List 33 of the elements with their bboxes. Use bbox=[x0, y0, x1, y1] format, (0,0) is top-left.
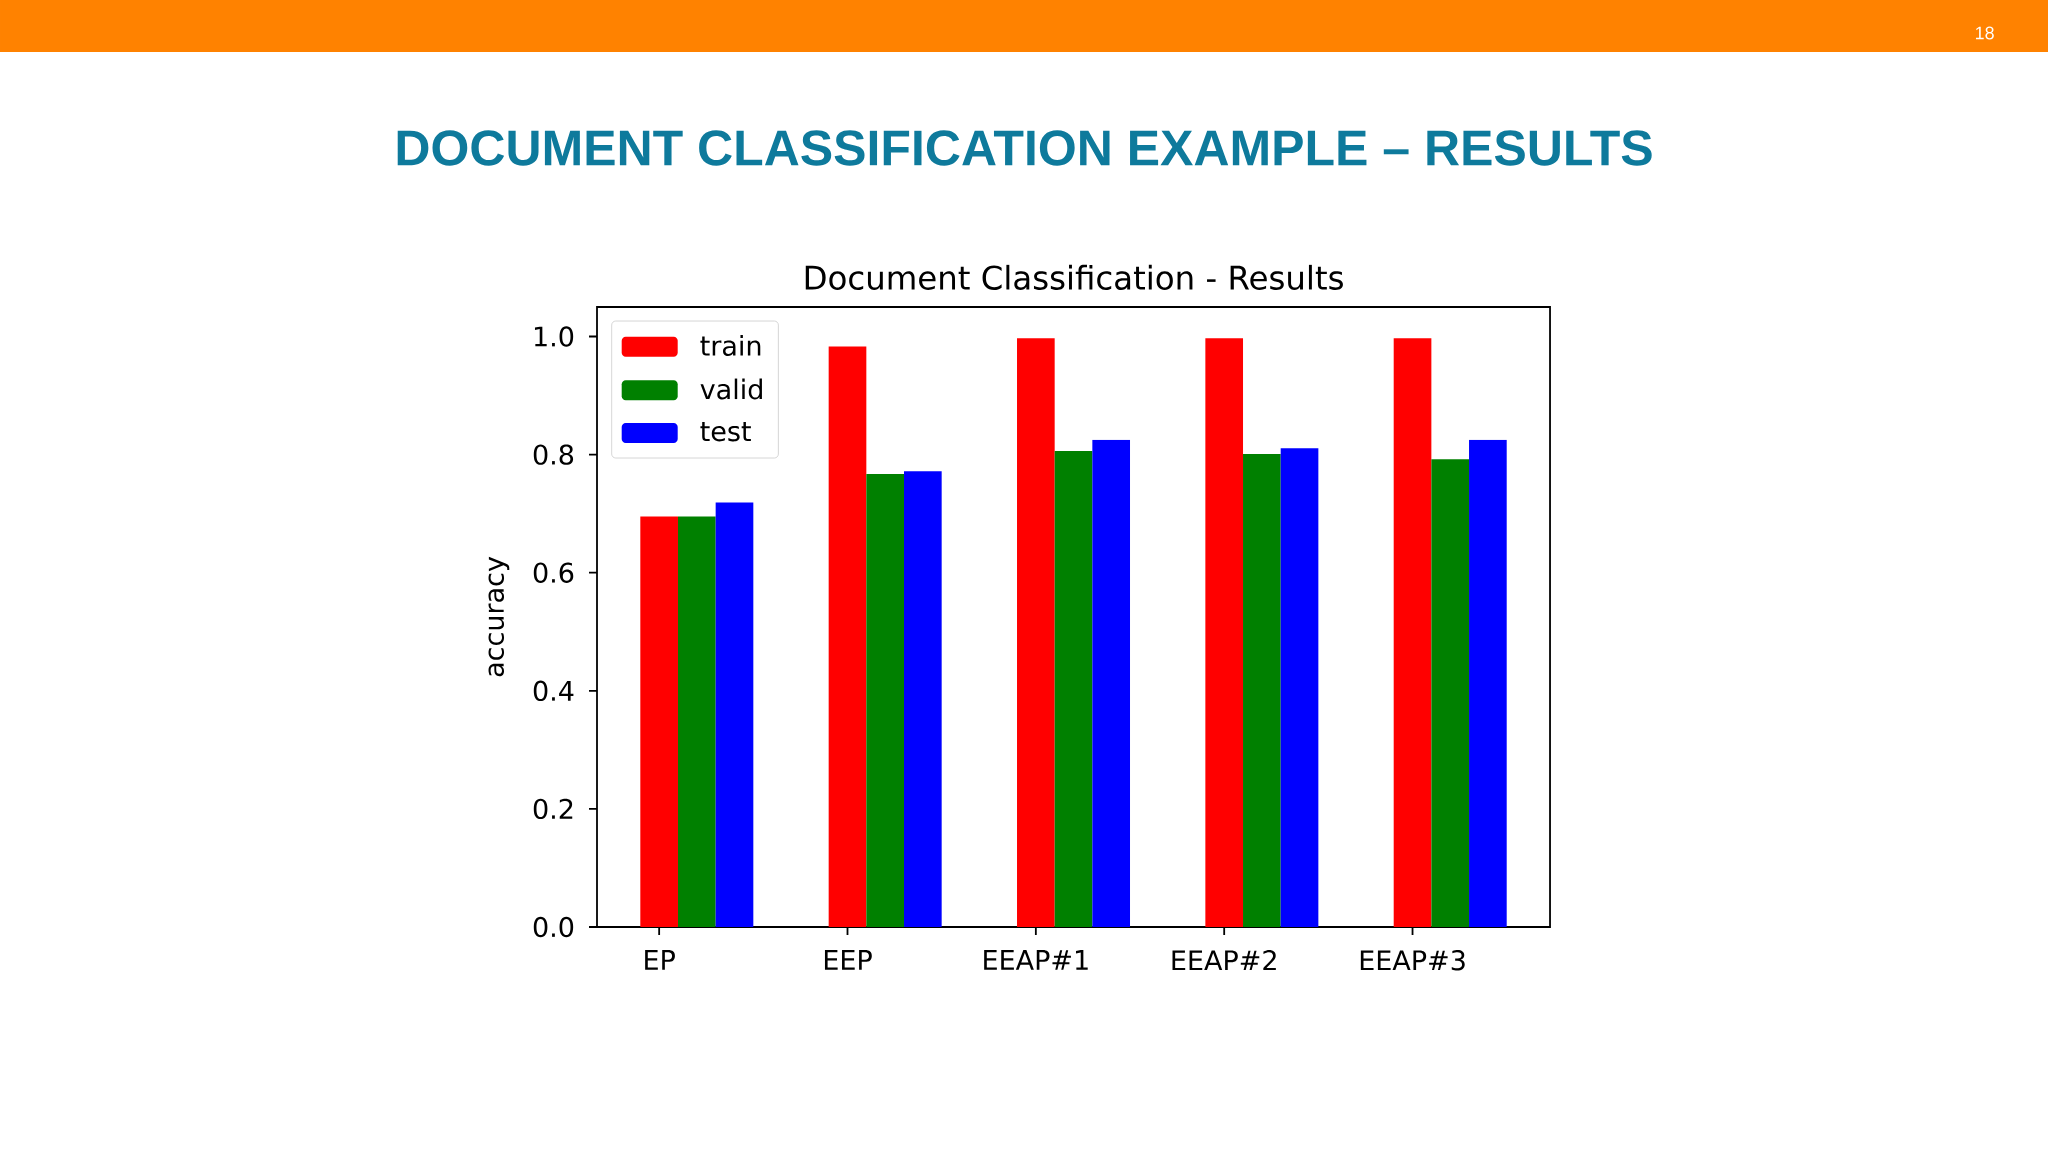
bar bbox=[1280, 448, 1319, 927]
y-axis-title: accuracy bbox=[488, 556, 510, 677]
bar bbox=[866, 474, 905, 927]
bar bbox=[1017, 338, 1055, 927]
x-tick-label: EP bbox=[645, 950, 675, 970]
legend-label: test bbox=[700, 422, 751, 442]
bar bbox=[1431, 459, 1470, 927]
bar bbox=[1393, 338, 1432, 927]
y-tick-label: 0.4 bbox=[533, 680, 574, 702]
y-tick-label: 0.2 bbox=[533, 798, 573, 820]
bar bbox=[715, 502, 754, 927]
y-tick-label: 1.0 bbox=[534, 326, 574, 347]
y-tick-label: 0.6 bbox=[533, 562, 574, 583]
x-tick-label: EEAP#2 bbox=[1172, 950, 1276, 971]
x-tick-label: EEAP#1 bbox=[984, 950, 1088, 970]
text: 18 bbox=[1975, 26, 1994, 40]
bar bbox=[1243, 454, 1281, 927]
legend-label: valid bbox=[700, 378, 762, 400]
bar bbox=[1054, 451, 1093, 927]
bar bbox=[904, 471, 942, 927]
bar bbox=[1469, 439, 1507, 927]
y-tick-label: 0.8 bbox=[533, 444, 574, 465]
bar bbox=[1092, 439, 1131, 927]
x-tick-label: EEP bbox=[824, 950, 872, 970]
y-tick-label: 0.0 bbox=[533, 916, 574, 938]
chart-subtitle: Document Classification - Results bbox=[805, 264, 1343, 290]
bar bbox=[828, 346, 867, 927]
legend-label: train bbox=[700, 335, 761, 356]
bar bbox=[677, 516, 716, 927]
x-tick-label: EEAP#3 bbox=[1360, 950, 1465, 971]
bar bbox=[1205, 338, 1244, 927]
bar bbox=[640, 516, 678, 927]
chart-title: DOCUMENT CLASSIFICATION EXAMPLE – RESULTS bbox=[397, 130, 1652, 166]
